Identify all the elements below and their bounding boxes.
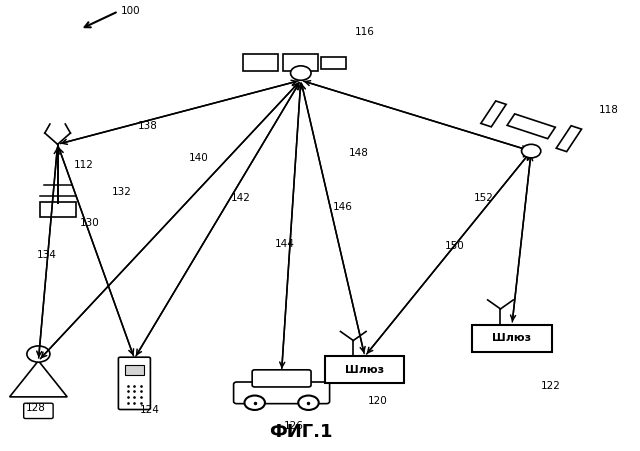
Polygon shape xyxy=(507,114,556,138)
Text: 128: 128 xyxy=(26,403,45,413)
Text: 112: 112 xyxy=(74,160,93,170)
Text: 118: 118 xyxy=(598,106,618,115)
Text: Шлюз: Шлюз xyxy=(492,333,532,343)
Circle shape xyxy=(291,66,311,80)
Text: 130: 130 xyxy=(80,218,100,228)
Text: 134: 134 xyxy=(37,250,57,260)
Polygon shape xyxy=(481,101,506,127)
Text: Шлюз: Шлюз xyxy=(345,365,385,375)
Text: 132: 132 xyxy=(112,187,132,197)
Text: 140: 140 xyxy=(189,153,209,163)
Text: 144: 144 xyxy=(275,239,295,249)
Text: 150: 150 xyxy=(445,241,465,251)
Text: 100: 100 xyxy=(120,6,140,16)
Bar xyxy=(325,356,404,383)
Bar xyxy=(40,202,76,217)
FancyBboxPatch shape xyxy=(118,357,150,410)
Text: 120: 120 xyxy=(368,396,388,406)
Text: 152: 152 xyxy=(474,193,493,203)
FancyBboxPatch shape xyxy=(234,382,330,404)
Bar xyxy=(321,57,346,69)
Polygon shape xyxy=(556,126,582,152)
Bar xyxy=(125,365,144,375)
Circle shape xyxy=(298,396,319,410)
Text: ФИГ.1: ФИГ.1 xyxy=(269,423,333,441)
Text: 146: 146 xyxy=(333,202,353,212)
Circle shape xyxy=(27,346,50,362)
FancyBboxPatch shape xyxy=(24,403,53,419)
Text: 126: 126 xyxy=(284,421,304,431)
Polygon shape xyxy=(10,361,67,397)
FancyBboxPatch shape xyxy=(252,370,311,387)
Circle shape xyxy=(522,144,541,158)
Text: 142: 142 xyxy=(230,193,250,203)
Text: 124: 124 xyxy=(140,405,159,415)
Bar xyxy=(283,54,318,71)
Bar xyxy=(243,54,278,71)
Text: 116: 116 xyxy=(355,27,375,37)
Circle shape xyxy=(244,396,265,410)
Text: 138: 138 xyxy=(138,121,157,131)
Text: 122: 122 xyxy=(541,381,561,391)
Bar xyxy=(472,325,552,352)
Text: 148: 148 xyxy=(349,148,369,158)
